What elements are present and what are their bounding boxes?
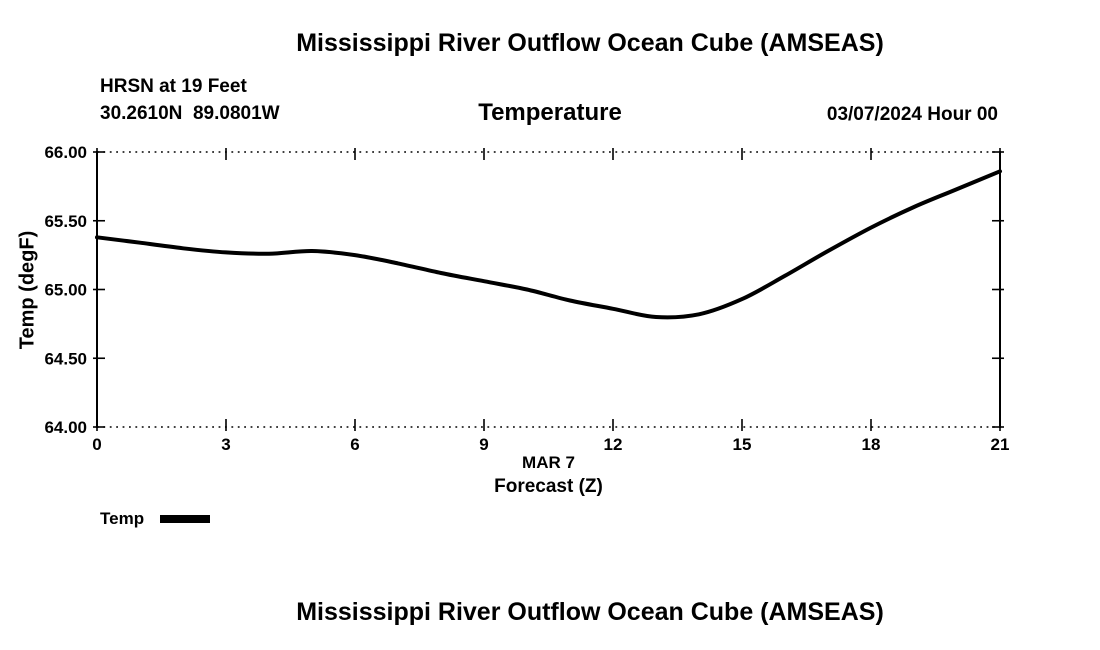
y-tick-label: 65.50 (44, 212, 87, 231)
next-chart-title: Mississippi River Outflow Ocean Cube (AM… (296, 598, 884, 626)
panel-title: Temperature (478, 99, 622, 126)
forecast-datetime-label: 03/07/2024 Hour 00 (826, 104, 998, 125)
x-tick-label: 9 (479, 435, 488, 454)
y-tick-label: 65.00 (44, 281, 87, 300)
y-tick-labels: 64.00 64.50 65.00 65.50 66.00 (44, 143, 87, 437)
x-tick-label: 21 (991, 435, 1010, 454)
x-tick-label: 0 (92, 435, 101, 454)
x-tick-label: 6 (350, 435, 359, 454)
axis-frame (93, 148, 1004, 431)
legend: Temp (100, 509, 211, 529)
x-tick-label: 18 (862, 435, 881, 454)
legend-label: Temp (100, 509, 145, 528)
x-tick-label: 3 (221, 435, 230, 454)
y-axis-title: Temp (degF) (16, 230, 39, 350)
x-axis-title: Forecast (Z) (494, 476, 603, 497)
y-tick-label: 64.00 (44, 418, 87, 437)
temperature-line-chart: 0 3 6 9 12 15 18 21 64.00 64.50 65.00 65.50 66.00 (44, 143, 1009, 454)
coordinates-label: 30.2610N 89.0801W (100, 103, 280, 124)
x-axis-date-label: MAR 7 (522, 453, 575, 472)
legend-line-swatch (160, 515, 211, 523)
x-tick-labels: 0 3 6 9 12 15 18 21 (92, 435, 1009, 454)
chart-title-top: Mississippi River Outflow Ocean Cube (AM… (296, 29, 884, 57)
y-tick-label: 66.00 (44, 143, 87, 162)
x-tick-label: 15 (733, 435, 752, 454)
station-depth-label: HRSN at 19 Feet (100, 76, 247, 97)
temp-series-line (95, 169, 1002, 320)
y-tick-label: 64.50 (44, 349, 87, 368)
x-tick-label: 12 (604, 435, 623, 454)
